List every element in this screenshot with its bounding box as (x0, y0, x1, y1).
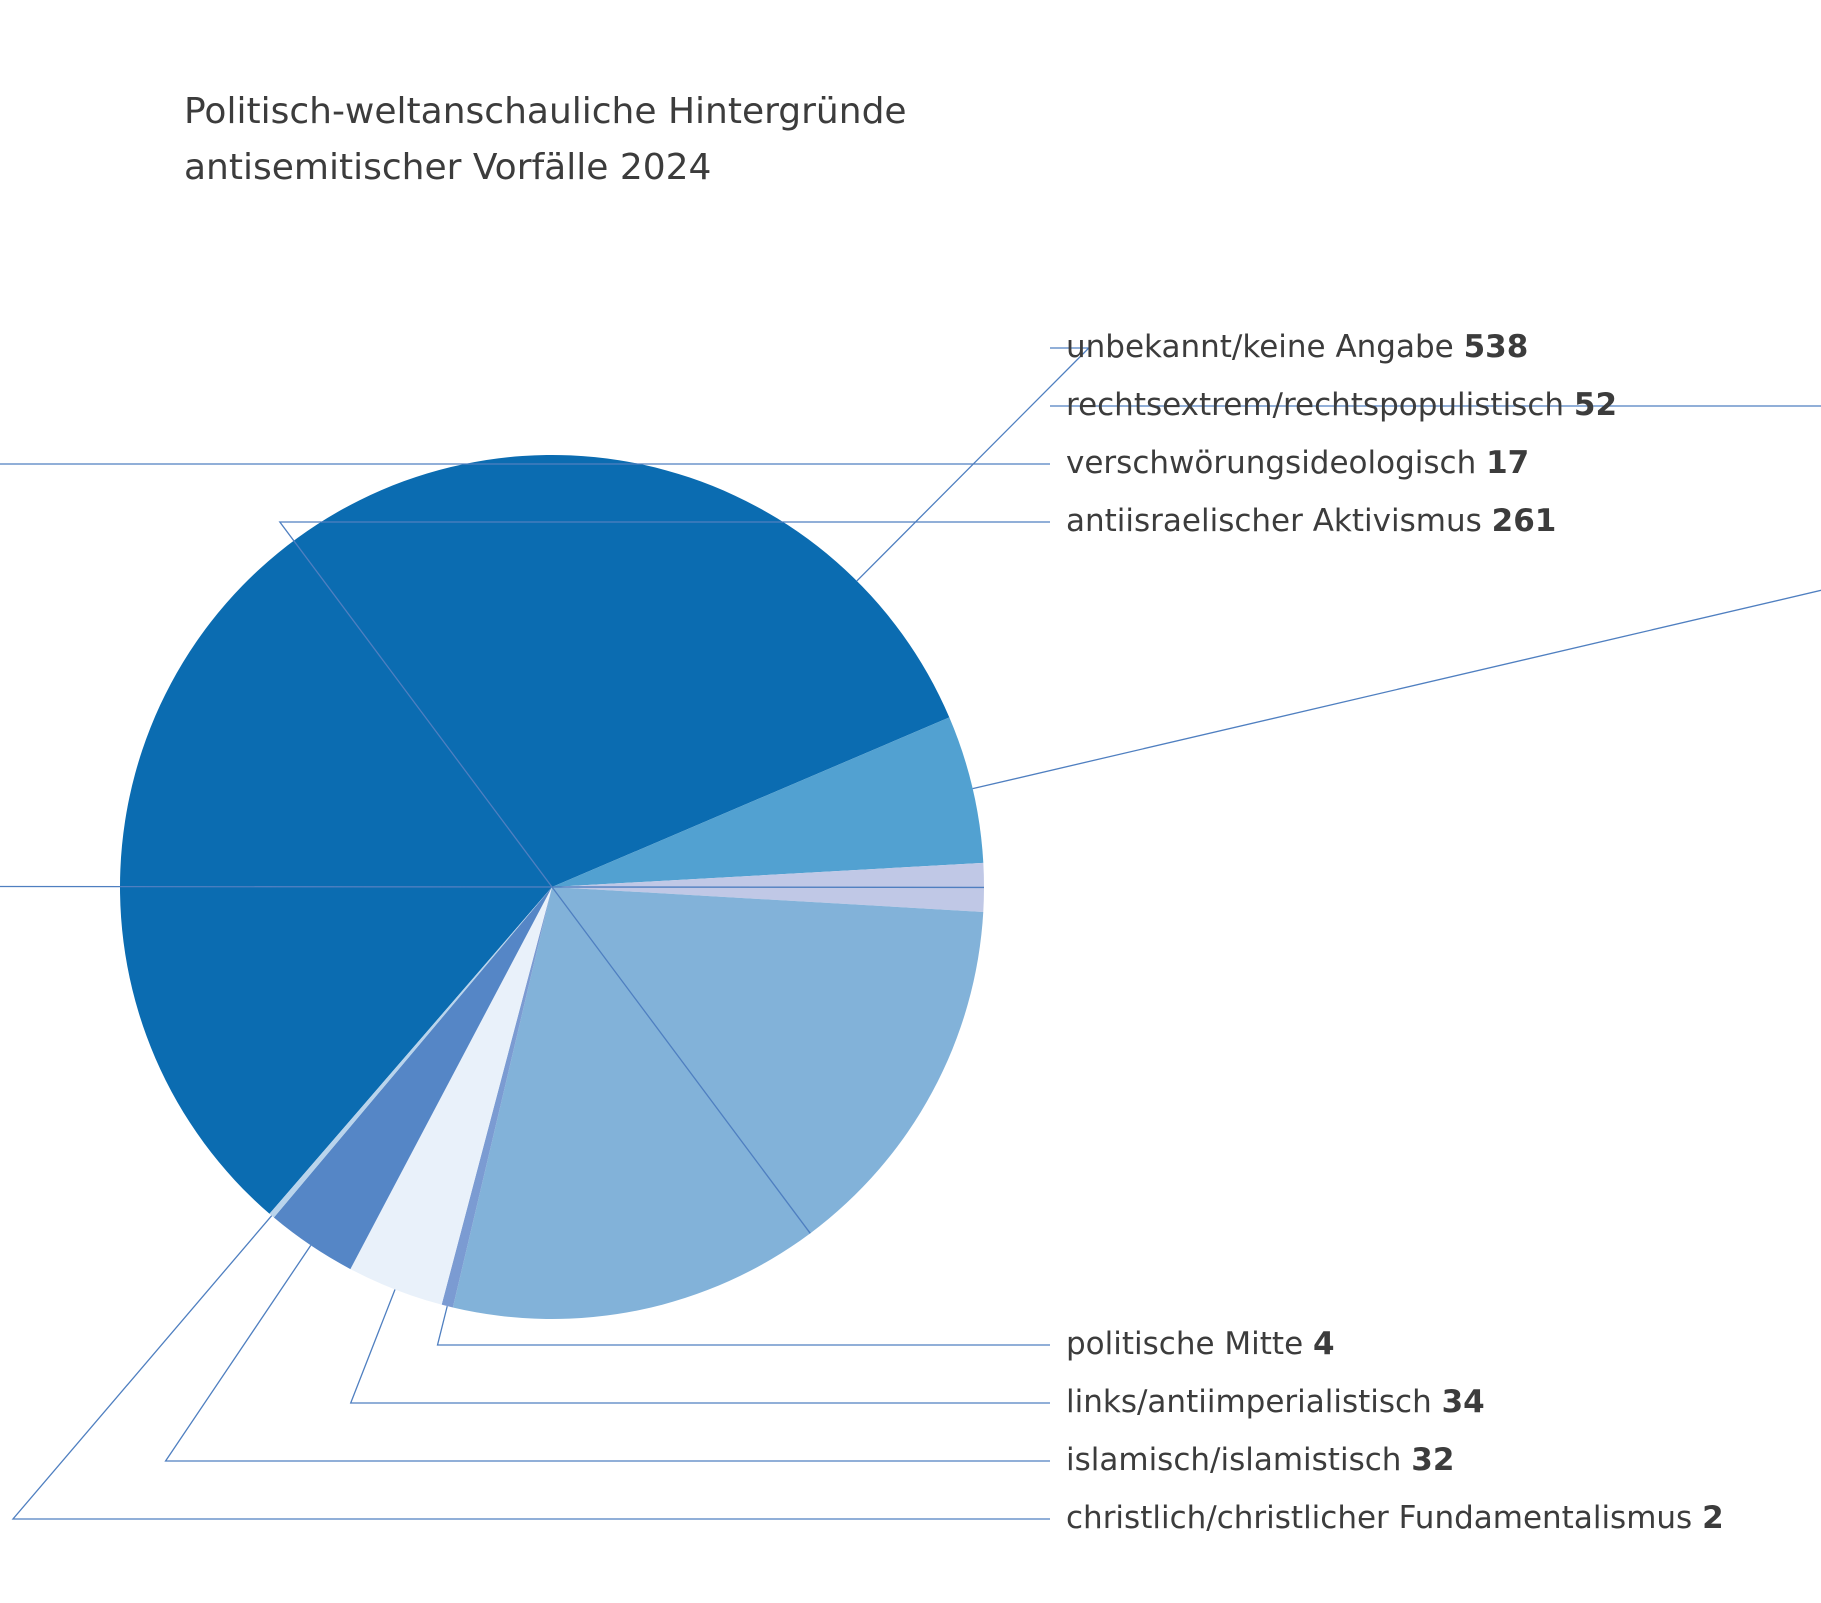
label-name: islamisch/islamistisch (1066, 1442, 1401, 1478)
label-name: antiisraelischer Aktivismus (1066, 503, 1482, 539)
label-value: 261 (1492, 503, 1557, 539)
label-name: christlich/christlicher Fundamentalismus (1066, 1500, 1692, 1536)
label-name: rechtsextrem/rechtspopulistisch (1066, 387, 1564, 423)
leader-line (436, 1305, 1050, 1346)
pie-slice (441, 887, 552, 1308)
leader-line (972, 405, 1821, 790)
leader-line (278, 521, 1050, 1234)
slice-label: christlich/christlicher Fundamentalismus… (1066, 1500, 1724, 1536)
label-value: 538 (1464, 329, 1529, 365)
label-value: 34 (1442, 1384, 1485, 1420)
leader-line (349, 1289, 1050, 1404)
chart-title: Politisch-weltanschauliche Hintergründe (184, 91, 907, 132)
leader-line (856, 347, 1091, 582)
slice-label: rechtsextrem/rechtspopulistisch 52 (1066, 387, 1617, 423)
pie-slice (350, 887, 552, 1305)
slice-label: verschwörungsideologisch 17 (1066, 445, 1529, 481)
slice-label: links/antiimperialistisch 34 (1066, 1384, 1485, 1420)
label-name: unbekannt/keine Angabe (1066, 329, 1454, 365)
slice-label: islamisch/islamistisch 32 (1066, 1442, 1454, 1478)
slice-label: unbekannt/keine Angabe 538 (1066, 329, 1528, 365)
label-value: 32 (1411, 1442, 1454, 1478)
slice-label: antiisraelischer Aktivismus 261 (1066, 503, 1556, 539)
leader-line (164, 1244, 1050, 1462)
label-name: verschwörungsideologisch (1066, 445, 1476, 481)
label-name: politische Mitte (1066, 1326, 1303, 1362)
label-value: 2 (1702, 1500, 1724, 1536)
pie-slice (269, 887, 552, 1218)
pie-slice (273, 887, 552, 1270)
pie-slice (552, 717, 984, 887)
label-value: 17 (1486, 445, 1529, 481)
pie-slice (119, 454, 950, 1214)
label-value: 52 (1574, 387, 1617, 423)
label-value: 4 (1313, 1326, 1335, 1362)
chart-subtitle: antisemitischer Vorfälle 2024 (184, 147, 711, 188)
slice-label: politische Mitte 4 (1066, 1326, 1335, 1362)
leader-line (11, 1215, 1050, 1520)
label-name: links/antiimperialistisch (1066, 1384, 1432, 1420)
pie-slice (452, 887, 984, 1319)
